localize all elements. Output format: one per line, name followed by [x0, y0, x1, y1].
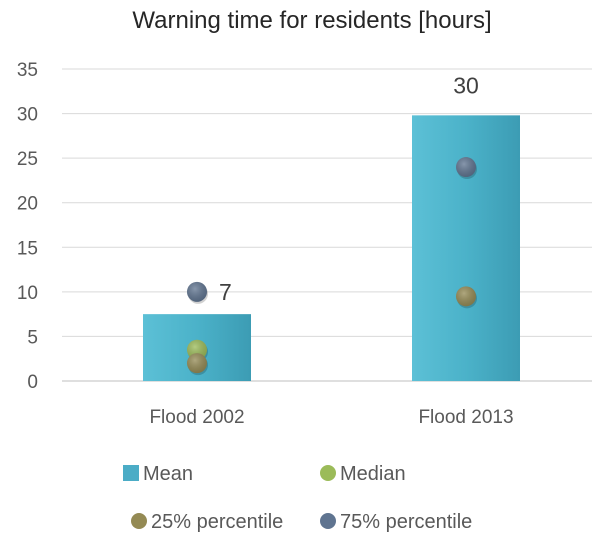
legend-swatch-75-percentile [320, 513, 336, 529]
x-axis-categories: Flood 2002 Flood 2013 [149, 407, 513, 428]
y-tick-label-35: 35 [17, 60, 38, 81]
points [187, 157, 477, 376]
y-tick-label-20: 20 [17, 194, 38, 215]
y-tick-label-25: 25 [17, 149, 38, 170]
point-25-percentile-flood-2002 [187, 353, 208, 376]
point-25-percentile-flood-2013 [456, 286, 477, 309]
point-75-percentile-flood-2013 [456, 157, 477, 180]
y-axis-ticks: 0 5 10 15 20 25 30 35 [17, 60, 38, 393]
data-label-flood-2002: 7 [219, 279, 232, 305]
y-tick-label-15: 15 [17, 238, 38, 259]
data-labels: 7 30 [219, 72, 479, 305]
bar-mean-flood-2013 [412, 115, 520, 382]
y-tick-label-5: 5 [27, 327, 38, 348]
category-label-flood-2002: Flood 2002 [149, 407, 244, 428]
legend-item-mean: Mean [123, 463, 193, 485]
y-tick-label-10: 10 [17, 283, 38, 304]
chart-title: Warning time for residents [hours] [132, 7, 491, 34]
legend: Mean Median 25% percentile 75% percentile [123, 463, 472, 533]
legend-label-75-percentile: 75% percentile [340, 511, 472, 533]
category-label-flood-2013: Flood 2013 [418, 407, 513, 428]
legend-label-median: Median [340, 463, 406, 485]
legend-item-75-percentile: 75% percentile [320, 511, 472, 533]
y-tick-label-30: 30 [17, 105, 38, 126]
legend-swatch-median [320, 465, 336, 481]
legend-swatch-mean [123, 465, 139, 481]
y-tick-label-0: 0 [27, 372, 38, 393]
data-label-flood-2013: 30 [453, 72, 479, 98]
legend-label-25-percentile: 25% percentile [151, 511, 283, 533]
legend-label-mean: Mean [143, 463, 193, 485]
legend-item-25-percentile: 25% percentile [131, 511, 283, 533]
legend-item-median: Median [320, 463, 406, 485]
legend-swatch-25-percentile [131, 513, 147, 529]
point-75-percentile-flood-2002 [187, 281, 208, 304]
